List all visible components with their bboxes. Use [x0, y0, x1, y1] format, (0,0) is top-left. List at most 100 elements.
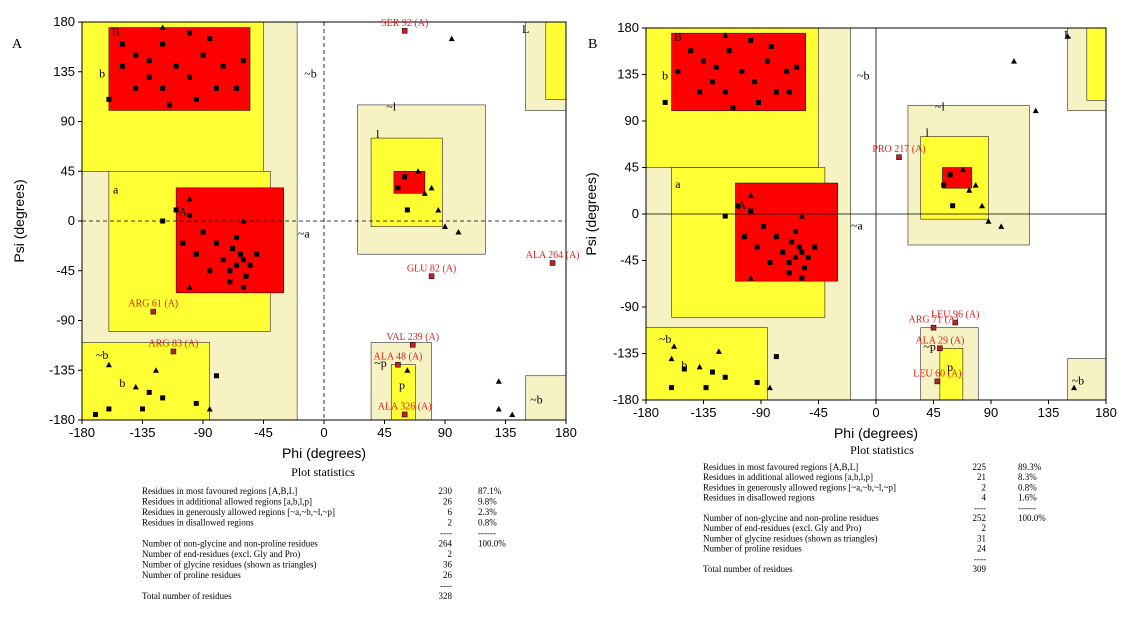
- residue-label: ALA 29 (A): [915, 335, 964, 346]
- y-tick-label: -90: [56, 313, 75, 328]
- stats-count: 24: [977, 544, 987, 554]
- stats-label: Residues in generously allowed regions […: [703, 482, 896, 492]
- x-tick-label: 180: [1095, 405, 1117, 420]
- stats-label: Number of end-residues (excl. Gly and Pr…: [703, 523, 861, 533]
- residue-point: [681, 366, 687, 372]
- residue-label: ALA 326 (A): [378, 401, 432, 412]
- glycine-point: [722, 32, 729, 38]
- residue-point: [402, 174, 408, 180]
- glycine-point: [152, 367, 159, 373]
- glycine-point: [747, 192, 754, 198]
- glycine-point: [186, 195, 193, 202]
- region-label: ~b: [659, 332, 672, 346]
- residue-label: SER 92 (A): [381, 18, 428, 29]
- residue-point: [234, 262, 240, 268]
- x-tick-label: 90: [438, 425, 452, 440]
- residue-point: [773, 89, 779, 95]
- stats-count: ----: [440, 581, 452, 591]
- stats-count: 264: [439, 539, 453, 549]
- glycine-point: [421, 190, 428, 196]
- residue-point: [92, 411, 98, 417]
- region: [735, 182, 838, 282]
- stats-label: Number of proline residues: [142, 570, 241, 580]
- y-tick-label: -135: [49, 362, 75, 377]
- residue-point: [796, 244, 802, 250]
- glycine-point: [696, 363, 703, 370]
- stats-label: Residues in generously allowed regions […: [142, 507, 335, 517]
- residue-point: [106, 406, 112, 412]
- residue-point: [166, 102, 172, 108]
- y-tick-label: -45: [56, 263, 75, 278]
- residue-point: [703, 385, 709, 391]
- region-label: ~b: [1072, 374, 1085, 388]
- stats-count: 2: [982, 523, 987, 533]
- glycine-point: [159, 24, 166, 31]
- y-tick-label: 180: [617, 20, 639, 35]
- stats-percent: 0.8%: [478, 518, 497, 528]
- residue-point: [234, 85, 240, 91]
- glycine-point: [455, 229, 462, 235]
- residue-point: [220, 63, 226, 69]
- residue-point: [799, 275, 805, 281]
- labeled-residue: [549, 260, 556, 266]
- labeled-residue: [896, 154, 902, 160]
- labeled-residue: [952, 319, 958, 326]
- x-tick-label: 45: [377, 425, 391, 440]
- y-tick-label: 90: [625, 113, 639, 128]
- residue-point: [748, 208, 754, 214]
- region-label: ~p: [923, 339, 936, 353]
- residue-point: [805, 254, 811, 260]
- residue-point: [119, 63, 125, 69]
- y-tick-label: -180: [49, 412, 75, 427]
- residue-point: [213, 373, 219, 379]
- region-label: A: [178, 204, 187, 218]
- residue-point: [119, 41, 125, 47]
- stats-label: Number of non-glycine and non-proline re…: [703, 513, 879, 523]
- x-tick-label: -45: [254, 425, 273, 440]
- labeled-residue: [401, 411, 408, 418]
- region: [81, 342, 210, 421]
- region: [1067, 358, 1107, 401]
- x-tick-label: -90: [194, 425, 213, 440]
- residue-point: [200, 52, 206, 58]
- x-tick-label: 90: [984, 405, 998, 420]
- labeled-residue: [401, 28, 408, 34]
- glycine-point: [404, 367, 411, 373]
- region-label: ~b: [304, 66, 317, 80]
- residue-point: [193, 251, 199, 257]
- residue-point: [773, 234, 779, 240]
- residue-point: [240, 284, 246, 290]
- residue-point: [213, 240, 219, 246]
- stats-count: 26: [443, 497, 453, 507]
- labeled-residue: [428, 273, 435, 280]
- residue-point: [726, 48, 732, 54]
- residue-point: [697, 89, 703, 95]
- residue-point: [193, 400, 199, 406]
- residue-point: [207, 268, 213, 274]
- glycine-point: [132, 383, 139, 390]
- glycine-point: [747, 275, 754, 281]
- stats-count: 230: [439, 486, 453, 496]
- residue-point: [773, 354, 779, 360]
- labeled-residue: [930, 324, 937, 331]
- stats-count: ----: [974, 554, 986, 564]
- region-label: ~p: [374, 356, 387, 370]
- x-tick-label: -90: [752, 405, 771, 420]
- stats-percent: 89.3%: [1018, 462, 1042, 472]
- residue-point: [160, 85, 166, 91]
- glycine-point: [495, 378, 502, 384]
- residue-point: [180, 240, 186, 246]
- residue-label: GLU 82 (A): [407, 263, 456, 274]
- residue-label: ARG 71 (A): [909, 315, 959, 326]
- y-tick-label: 135: [53, 64, 75, 79]
- stats-count: 4: [982, 493, 987, 503]
- residue-point: [754, 244, 760, 250]
- glycine-point: [186, 284, 193, 290]
- glycine-point: [435, 206, 442, 213]
- labeled-residue: [937, 345, 943, 352]
- residue-point: [794, 64, 800, 70]
- stats-count: 309: [973, 564, 987, 574]
- residue-point: [173, 207, 179, 213]
- glycine-point: [415, 168, 422, 174]
- stats-percent: 2.3%: [478, 507, 497, 517]
